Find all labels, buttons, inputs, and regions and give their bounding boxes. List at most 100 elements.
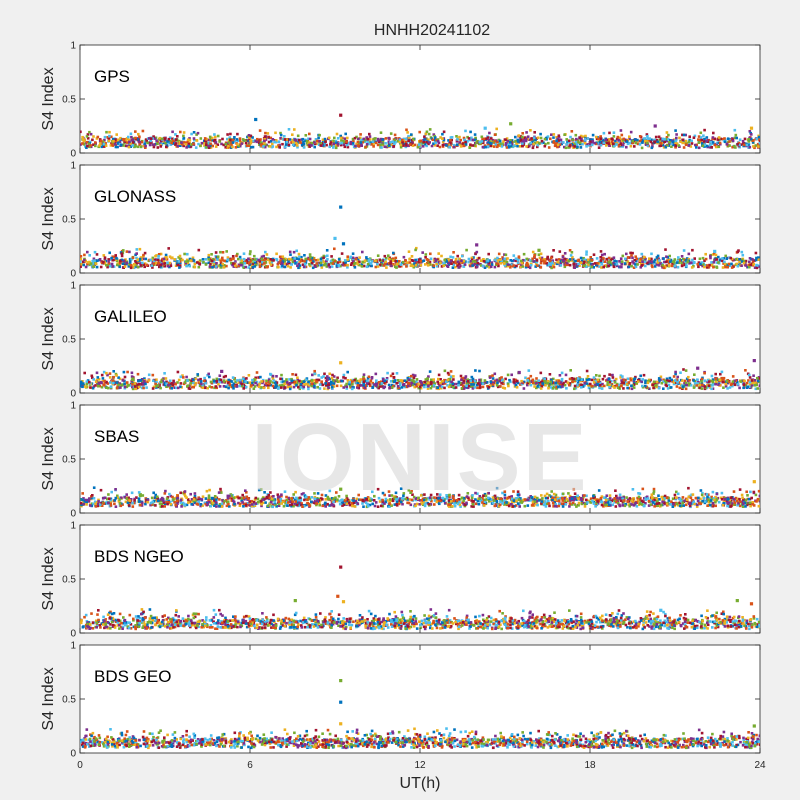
data-point bbox=[131, 385, 134, 389]
data-point bbox=[748, 383, 752, 386]
data-point bbox=[503, 257, 506, 261]
data-point bbox=[111, 137, 115, 141]
data-point bbox=[440, 254, 443, 258]
data-point bbox=[96, 259, 99, 262]
data-point bbox=[357, 137, 360, 140]
data-point bbox=[313, 379, 316, 382]
data-point bbox=[143, 251, 147, 255]
data-point bbox=[411, 264, 415, 268]
data-point bbox=[328, 265, 331, 269]
data-point bbox=[280, 265, 283, 269]
data-point bbox=[435, 264, 439, 268]
data-point bbox=[752, 262, 755, 266]
data-point bbox=[757, 256, 760, 259]
data-point bbox=[296, 134, 300, 138]
data-point bbox=[174, 264, 178, 267]
data-point bbox=[359, 141, 363, 144]
data-point bbox=[99, 142, 102, 145]
data-point bbox=[449, 138, 452, 142]
data-point bbox=[677, 261, 680, 265]
data-point bbox=[332, 382, 336, 385]
data-point bbox=[513, 259, 516, 262]
data-point bbox=[307, 141, 310, 144]
data-point bbox=[738, 260, 741, 264]
data-point bbox=[603, 374, 606, 378]
data-point bbox=[112, 139, 115, 143]
data-point bbox=[713, 137, 717, 141]
data-point bbox=[302, 140, 305, 144]
data-point bbox=[556, 137, 559, 141]
data-point bbox=[460, 383, 463, 386]
data-point bbox=[585, 250, 588, 253]
data-point bbox=[629, 251, 632, 255]
data-point bbox=[118, 261, 122, 265]
data-point bbox=[550, 263, 553, 266]
data-point bbox=[657, 377, 661, 380]
data-point bbox=[240, 382, 243, 386]
data-point bbox=[505, 141, 508, 145]
data-point bbox=[91, 386, 95, 390]
data-point bbox=[599, 259, 603, 262]
data-point bbox=[339, 264, 342, 268]
data-point bbox=[515, 140, 518, 144]
data-point bbox=[407, 134, 410, 138]
data-point bbox=[481, 145, 485, 149]
data-point bbox=[742, 143, 746, 147]
data-point bbox=[682, 257, 685, 261]
data-point bbox=[93, 259, 96, 262]
data-point bbox=[480, 135, 484, 139]
data-point bbox=[703, 128, 706, 132]
data-point bbox=[702, 134, 705, 137]
scatter-points bbox=[80, 113, 760, 150]
data-point bbox=[491, 377, 495, 380]
data-point bbox=[330, 265, 334, 268]
data-point bbox=[333, 247, 336, 251]
data-point bbox=[278, 255, 282, 259]
data-point bbox=[327, 136, 331, 140]
data-point bbox=[351, 259, 355, 263]
data-point bbox=[185, 375, 188, 379]
data-point bbox=[633, 258, 636, 262]
data-point bbox=[122, 384, 126, 387]
data-point bbox=[619, 382, 623, 386]
data-point bbox=[163, 137, 167, 140]
data-point bbox=[178, 144, 182, 147]
data-point bbox=[152, 145, 156, 149]
data-point bbox=[85, 146, 88, 149]
data-point bbox=[757, 258, 760, 261]
data-point bbox=[546, 257, 549, 260]
data-point bbox=[402, 262, 406, 266]
data-point bbox=[270, 261, 273, 265]
data-point bbox=[83, 371, 86, 375]
y-tick-label: 1 bbox=[70, 161, 76, 172]
data-point bbox=[125, 250, 129, 253]
data-point bbox=[617, 138, 620, 142]
data-point bbox=[748, 260, 751, 264]
data-point bbox=[157, 253, 161, 256]
data-point bbox=[396, 140, 400, 143]
data-point bbox=[592, 376, 596, 379]
data-point bbox=[88, 254, 91, 257]
data-point bbox=[406, 382, 410, 385]
data-point bbox=[742, 259, 746, 263]
data-point bbox=[539, 261, 543, 265]
data-point bbox=[142, 263, 145, 266]
data-point bbox=[612, 261, 615, 265]
data-point bbox=[162, 257, 166, 261]
data-point bbox=[128, 140, 131, 144]
data-point bbox=[381, 138, 385, 141]
data-point bbox=[115, 257, 118, 260]
data-point bbox=[352, 264, 356, 267]
data-point bbox=[449, 384, 452, 387]
data-point bbox=[575, 383, 579, 387]
data-point bbox=[689, 145, 693, 148]
data-point bbox=[266, 258, 270, 261]
data-point bbox=[522, 252, 526, 256]
data-point bbox=[747, 263, 750, 267]
data-point bbox=[415, 385, 419, 388]
data-point bbox=[343, 137, 347, 140]
data-point bbox=[526, 145, 530, 149]
data-point bbox=[701, 383, 704, 387]
data-point bbox=[242, 252, 246, 255]
data-point bbox=[392, 141, 396, 144]
